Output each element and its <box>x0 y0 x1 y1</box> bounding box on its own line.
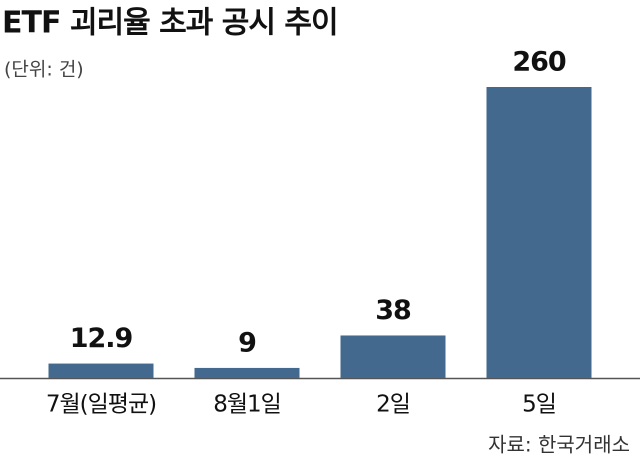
chart-title: ETF 괴리율 초과 공시 추이 <box>2 6 338 41</box>
source: 자료: 한국거래소 <box>488 433 630 457</box>
value-label: 38 <box>375 295 411 326</box>
bar <box>48 363 154 378</box>
x-tick-label: 5일 <box>522 392 556 418</box>
bar <box>194 367 300 378</box>
chart-subtitle: (단위: 건) <box>4 59 84 81</box>
x-tick-label: 8월1일 <box>213 392 281 418</box>
bar <box>486 87 592 378</box>
x-tick-label: 2일 <box>376 392 410 418</box>
bar <box>340 335 446 378</box>
value-label: 12.9 <box>70 323 133 354</box>
value-label: 9 <box>238 327 256 358</box>
value-label: 260 <box>512 47 566 78</box>
x-tick-label: 7월(일평균) <box>46 392 156 418</box>
